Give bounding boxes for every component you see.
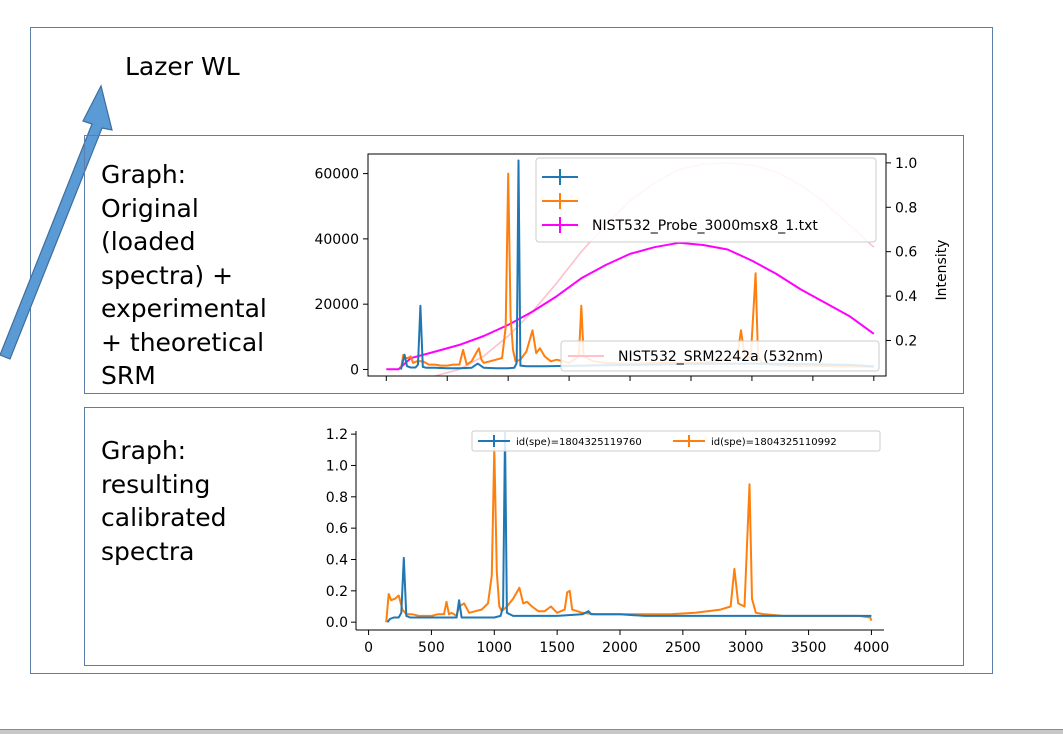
x-tick-label: 1000 <box>476 640 512 656</box>
x-tick-label: 2500 <box>665 640 701 656</box>
plot-frame <box>367 153 887 377</box>
original-spectra-chart: 0 20000 40000 60000 0.2 0.4 0.6 0.8 1.0 Intensity… <box>314 153 950 381</box>
y-right-tick-label: 0.8 <box>895 200 917 216</box>
legend-upper-label: NIST532_Probe_3000msx8_1.txt <box>592 218 818 234</box>
y-right-tick-label: 0.4 <box>895 289 917 305</box>
legend-lower-box <box>560 340 880 372</box>
x-tick-label: 500 <box>418 640 445 656</box>
legend-lower-label: NIST532_SRM2242a (532nm) <box>618 349 823 365</box>
y-tick-label: 0.0 <box>326 615 348 631</box>
window-divider <box>0 729 1063 730</box>
y-left-tick-label: 40000 <box>314 232 359 248</box>
x-tick-label: 3500 <box>791 640 827 656</box>
x-tick-label: 2000 <box>602 640 638 656</box>
x-tick-label: 3000 <box>728 640 764 656</box>
y-right-tick-label: 1.0 <box>895 156 917 172</box>
x-tick-label: 0 <box>364 640 373 656</box>
y-right-axis-label: Intensity <box>934 240 950 301</box>
y-left-tick-label: 0 <box>350 362 359 378</box>
x-tick-label: 1500 <box>539 640 575 656</box>
x-tick-label: 4000 <box>854 640 890 656</box>
y-tick-label: 1.0 <box>326 458 348 474</box>
y-right-tick-label: 0.6 <box>895 245 917 261</box>
top-panel <box>84 135 964 394</box>
legend-upper-box <box>535 157 877 243</box>
top-panel-label: Graph: Original (loaded spectra) + exper… <box>101 160 267 390</box>
y-tick-label: 0.2 <box>326 584 348 600</box>
bottom-panel <box>84 407 964 666</box>
y-tick-label: 0.8 <box>326 490 348 506</box>
arrow-label: Lazer WL <box>125 52 240 81</box>
bottom-panel-label: Graph: resulting calibrated spectra <box>101 436 227 566</box>
y-tick-label: 1.2 <box>326 427 348 443</box>
y-left-tick-label: 20000 <box>314 297 359 313</box>
y-tick-label: 0.4 <box>326 552 348 568</box>
magenta-series-line <box>386 241 875 371</box>
orange-series-line <box>385 447 873 623</box>
y-left-tick-label: 60000 <box>314 167 359 183</box>
legend-label: id(spe)=1804325110992 <box>711 437 837 448</box>
blue-series-line <box>386 431 872 623</box>
y-right-tick-label: 0.2 <box>895 333 917 349</box>
y-tick-label: 0.6 <box>326 521 348 537</box>
legend-label: id(spe)=1804325119760 <box>516 437 642 448</box>
window-bottom-bar <box>0 730 1063 734</box>
calibrated-spectra-chart: 0.0 0.2 0.4 0.6 0.8 1.0 1.2 0 500 1000 1500 2000 250… <box>326 427 890 656</box>
outer-frame <box>30 27 993 674</box>
